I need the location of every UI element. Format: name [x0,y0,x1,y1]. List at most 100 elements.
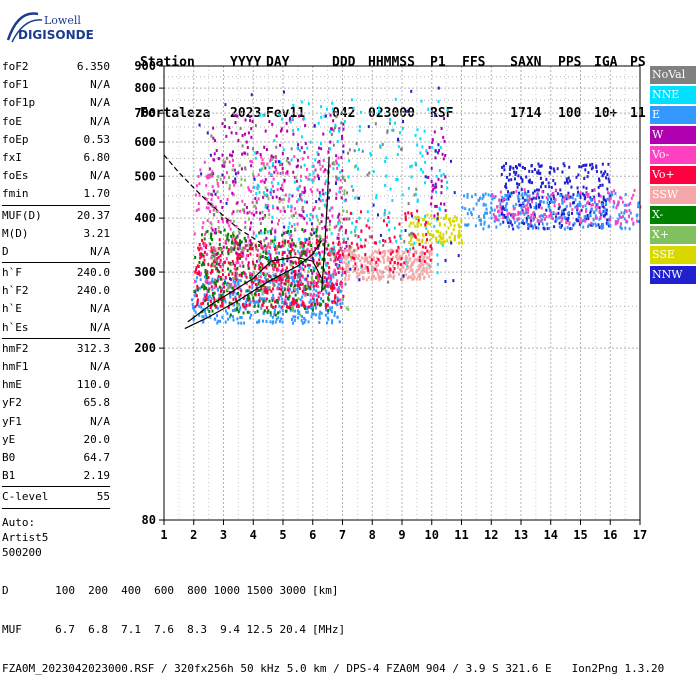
echo-point [435,174,438,178]
echo-point [527,209,530,213]
echo-point [284,278,287,282]
echo-point [314,276,317,280]
row-value: 6.8 [88,623,108,636]
echo-point [412,246,415,250]
x-tick-label: 13 [514,528,528,542]
echo-point [354,225,357,229]
echo-point [550,197,553,201]
echo-point [239,306,242,310]
echo-point [592,210,595,214]
echo-point [259,240,262,244]
echo-point [319,290,322,294]
echo-point [566,193,569,197]
echo-point [209,210,212,214]
echo-point [561,217,564,221]
echo-point [269,229,272,233]
echo-point [322,281,325,285]
x-tick-label: 8 [369,528,376,542]
echo-point [206,279,209,283]
echo-point [517,217,520,221]
echo-point [583,193,586,197]
echo-point [635,214,638,218]
echo-point [361,256,364,260]
param-name: fxI [2,150,22,164]
echo-point [266,204,269,208]
echo-point [364,255,367,259]
echo-point [227,261,230,265]
echo-point [629,201,632,205]
echo-point [327,150,330,154]
echo-point [204,270,207,274]
file-info: FZA0M_2023042023000.RSF / 320fx256h 50 k… [2,662,552,675]
echo-point [238,302,241,306]
echo-point [389,239,392,243]
echo-point [261,266,264,270]
echo-point [354,234,357,238]
echo-point [216,306,219,310]
echo-point [199,278,202,282]
echo-point [210,174,213,178]
echo-point [276,206,279,210]
y-tick-label: 200 [134,341,156,355]
echo-point [331,282,334,286]
echo-point [372,170,375,174]
echo-point [296,283,299,287]
echo-point [520,206,523,210]
echo-point [576,193,579,197]
echo-point [346,237,349,241]
echo-point [222,180,225,184]
echo-point [316,160,319,164]
echo-point [341,298,344,302]
echo-point [424,160,427,164]
echo-point [281,263,284,267]
echo-point [302,251,305,255]
echo-point [613,201,616,205]
echo-point [332,119,335,123]
echo-point [528,169,531,173]
echo-point [343,250,346,254]
echo-point [271,122,274,126]
echo-point [201,320,204,324]
echo-point [290,260,293,264]
echo-point [234,180,237,184]
echo-point [247,298,250,302]
echo-point [276,251,279,255]
echo-point [242,254,245,258]
echo-point [278,163,281,167]
echo-point [224,309,227,313]
echo-point [318,301,321,305]
echo-point [329,248,332,252]
echo-point [197,301,200,305]
echo-point [429,238,432,242]
echo-point [586,175,589,179]
echo-point [331,206,334,210]
echo-point [260,255,263,259]
echo-point [285,266,288,270]
echo-point [442,135,445,139]
echo-point [206,229,209,233]
echo-point [386,255,389,259]
echo-point [261,210,264,214]
echo-point [412,253,415,257]
echo-point [316,274,319,278]
echo-point [239,287,242,291]
echo-point [316,188,319,192]
param-name: D [2,244,9,258]
echo-point [322,238,325,242]
echo-point [403,261,406,265]
echo-point [210,197,213,201]
echo-point [232,179,235,183]
echo-point [496,205,499,209]
echo-point [555,188,558,192]
echo-point [563,181,566,185]
echo-point [350,241,353,245]
echo-point [211,288,214,292]
echo-point [235,236,238,240]
echo-point [244,225,247,229]
echo-point [222,273,225,277]
echo-point [582,225,585,229]
echo-point [507,178,510,182]
echo-point [215,262,218,266]
echo-point [433,130,436,134]
echo-point [453,235,456,239]
